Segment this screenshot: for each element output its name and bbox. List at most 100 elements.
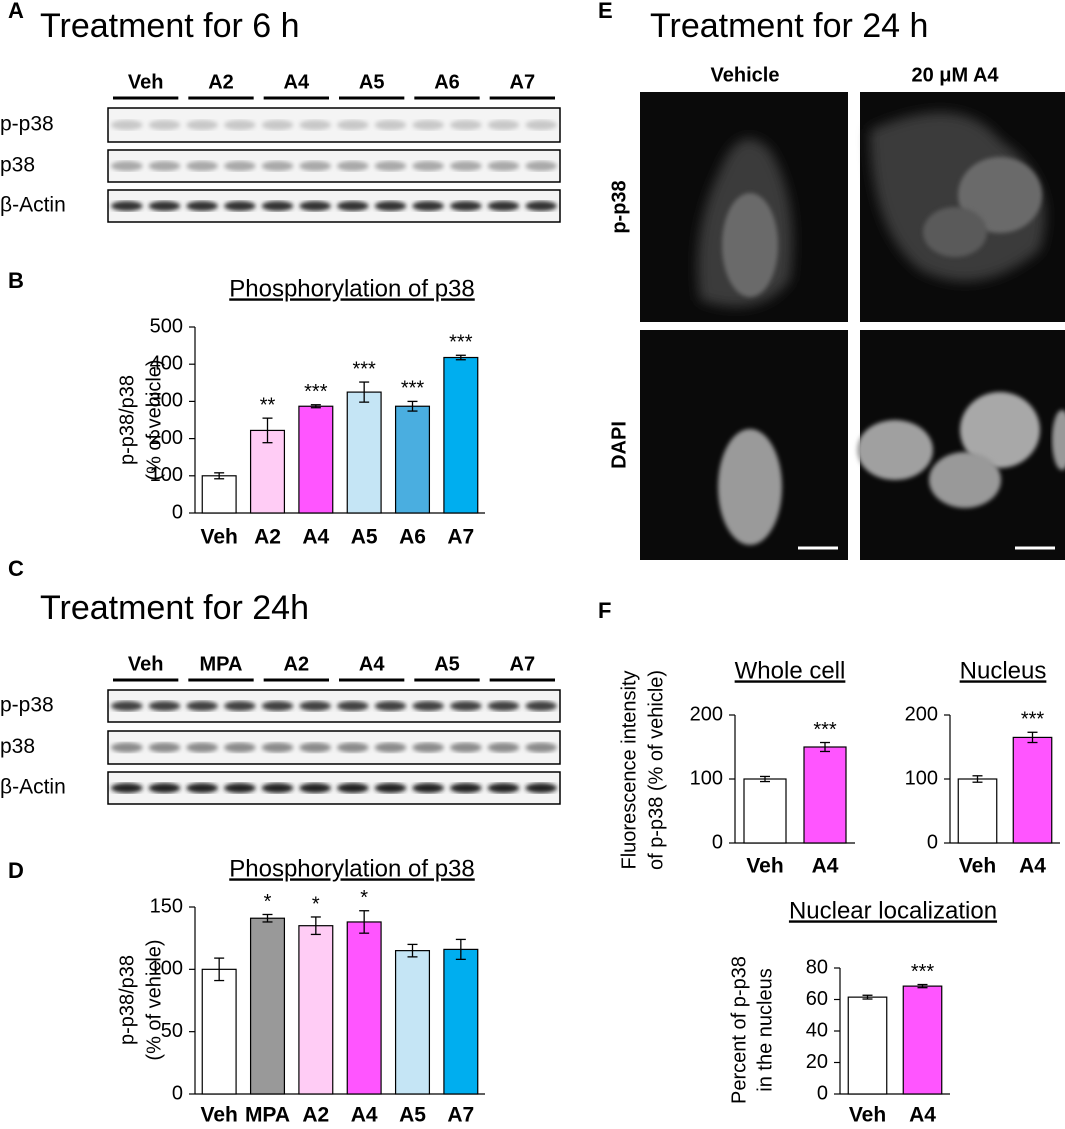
blot-band: [186, 201, 218, 211]
y-tick-label: 300: [150, 390, 183, 412]
y-tick-label: 40: [806, 1019, 828, 1041]
blot-row-label: p-p38: [0, 113, 54, 136]
blot-band: [111, 120, 143, 130]
blot-band: [374, 701, 407, 711]
x-tick-label: MPA: [245, 1104, 290, 1127]
x-tick-label: A7: [447, 1104, 474, 1127]
blot-row-label: p38: [0, 735, 35, 758]
bar: [743, 778, 787, 844]
bar: [957, 778, 998, 844]
blot-band: [412, 742, 444, 753]
row-label: DAPI: [608, 421, 630, 469]
bar: [201, 968, 237, 1095]
bar: [1012, 736, 1053, 844]
y-tick-label: 500: [150, 315, 183, 337]
blot-band: [487, 161, 520, 171]
blot-band: [299, 701, 331, 711]
blot-band: [412, 783, 444, 793]
lane-group-label: Veh: [128, 71, 164, 93]
bar: [346, 921, 382, 1095]
blot-band: [337, 201, 369, 211]
blot-band: [299, 783, 331, 793]
x-tick-label: A4: [302, 526, 329, 549]
blot-band: [148, 742, 181, 753]
x-tick-label: Veh: [959, 855, 996, 878]
y-tick-label: 100: [150, 958, 183, 980]
y-tick-label: 100: [150, 464, 183, 486]
panel-title: Treatment for 24h: [40, 589, 309, 627]
x-tick-label: A4: [909, 1104, 936, 1127]
blot-band: [261, 120, 294, 130]
micrograph: [860, 92, 1065, 322]
blot-band: [487, 201, 520, 211]
y-tick-label: 100: [690, 767, 723, 789]
blot-frame: [107, 149, 561, 183]
y-tick-label: 200: [690, 703, 723, 725]
y-tick-label: 100: [905, 767, 938, 789]
y-tick-label: 0: [817, 1082, 828, 1104]
y-axis-label: p-p38/p38: [116, 375, 138, 465]
lane-group-label: A7: [510, 71, 536, 93]
bar: [298, 925, 334, 1095]
micrograph: [857, 330, 1065, 560]
significance: *: [360, 887, 368, 909]
lane-group-label: A5: [434, 653, 460, 675]
blot-frame: [107, 689, 561, 723]
lane-group-label: A2: [284, 653, 310, 675]
y-tick-label: 20: [806, 1051, 828, 1073]
lane-group-label: A6: [434, 71, 460, 93]
micrograph: [640, 92, 848, 322]
lane-group-label: Veh: [128, 653, 164, 675]
blot-band: [525, 701, 557, 711]
blot-band: [525, 120, 557, 130]
x-tick-label: Veh: [849, 1104, 886, 1127]
blot-band: [337, 161, 369, 171]
y-axis-label: (% of vehicle): [143, 359, 165, 480]
panel-letter: E: [598, 0, 613, 23]
significance: ***: [449, 332, 473, 354]
bar: [249, 917, 286, 1095]
blot-band: [337, 783, 369, 793]
blot-band: [111, 161, 143, 171]
bar: [443, 948, 479, 1095]
y-tick-label: 200: [150, 427, 183, 449]
blot-band: [299, 201, 331, 211]
lane-group-label: MPA: [200, 653, 243, 675]
y-axis-label: (% of vehicle): [143, 939, 165, 1060]
blot-band: [450, 161, 482, 171]
blot-band: [261, 161, 294, 171]
significance: *: [312, 893, 320, 915]
panel-title: Treatment for 6 h: [40, 7, 300, 45]
significance: ***: [401, 378, 425, 400]
x-tick-label: A4: [1019, 855, 1046, 878]
y-tick-label: 200: [905, 703, 938, 725]
lane-group-label: A4: [284, 71, 310, 93]
bar: [346, 391, 382, 514]
blot-band: [487, 742, 520, 753]
significance: **: [260, 394, 276, 416]
panel-letter: F: [598, 598, 611, 623]
bar: [298, 405, 334, 514]
blot-band: [450, 701, 482, 711]
blot-band: [450, 201, 482, 211]
chart-title: Nucleus: [960, 657, 1047, 684]
blot-band: [450, 783, 482, 793]
blot-frame: [107, 107, 561, 143]
x-tick-label: Veh: [200, 526, 237, 549]
significance: ***: [304, 381, 328, 403]
lane-group-label: A7: [510, 653, 536, 675]
bar: [803, 746, 847, 844]
lane-group-label: A5: [359, 71, 385, 93]
row-label: p-p38: [608, 180, 630, 233]
x-tick-label: A2: [254, 526, 281, 549]
column-label: 20 μM A4: [911, 64, 999, 86]
x-tick-label: Veh: [200, 1104, 237, 1127]
column-label: Vehicle: [711, 64, 780, 86]
panel-letter: C: [8, 556, 24, 581]
blot-band: [148, 783, 181, 793]
blot-band: [224, 701, 256, 711]
y-axis-label: p-p38/p38: [116, 955, 138, 1045]
panel-letter: D: [8, 858, 24, 883]
x-tick-label: A2: [302, 1104, 329, 1127]
